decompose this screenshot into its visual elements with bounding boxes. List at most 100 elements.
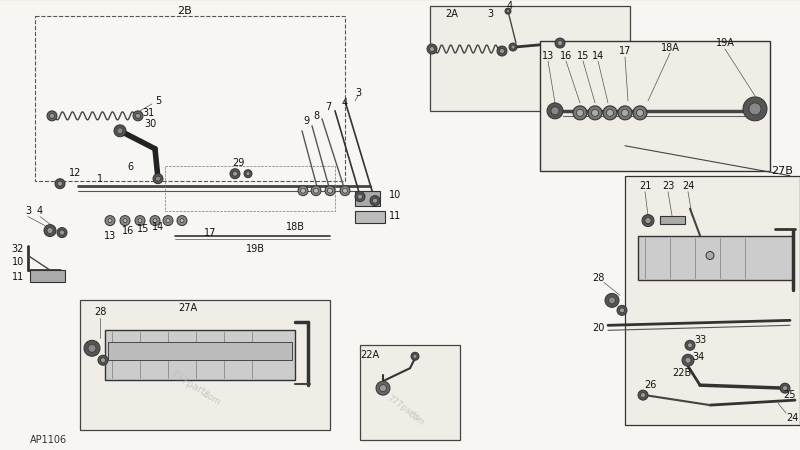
Circle shape [133, 111, 143, 121]
Text: 4: 4 [342, 98, 348, 108]
Text: 14: 14 [592, 51, 604, 61]
Circle shape [782, 386, 787, 391]
Text: 28: 28 [94, 307, 106, 317]
Text: 28: 28 [592, 274, 604, 284]
Text: 2A: 2A [446, 9, 458, 19]
Text: 777parts: 777parts [385, 394, 421, 423]
Circle shape [246, 172, 250, 176]
Circle shape [497, 46, 507, 56]
Circle shape [685, 357, 691, 363]
Circle shape [749, 103, 761, 115]
Circle shape [311, 186, 321, 196]
Circle shape [59, 230, 65, 235]
Circle shape [101, 358, 106, 363]
Circle shape [230, 169, 240, 179]
Text: 777parts: 777parts [169, 370, 211, 400]
Circle shape [327, 188, 333, 193]
Circle shape [301, 188, 306, 193]
Circle shape [108, 219, 112, 223]
Circle shape [373, 198, 378, 203]
Bar [108, 342, 292, 360]
Bar [540, 41, 770, 171]
Bar [625, 176, 800, 425]
Text: 15: 15 [137, 224, 149, 234]
Circle shape [180, 219, 184, 223]
Text: 34: 34 [692, 352, 704, 362]
Text: 17: 17 [204, 228, 216, 238]
Bar [355, 191, 380, 206]
Circle shape [603, 106, 617, 120]
Circle shape [114, 125, 126, 137]
Circle shape [340, 186, 350, 196]
Text: 10: 10 [12, 257, 24, 267]
Text: 9: 9 [303, 116, 309, 126]
Circle shape [411, 352, 419, 360]
Circle shape [88, 344, 96, 352]
Circle shape [645, 218, 651, 224]
Text: 11: 11 [389, 211, 401, 220]
Circle shape [606, 109, 614, 117]
Text: 25: 25 [784, 390, 796, 400]
Circle shape [153, 174, 163, 184]
Circle shape [642, 215, 654, 226]
Text: .com: .com [405, 409, 425, 427]
Text: 8: 8 [313, 111, 319, 121]
Circle shape [120, 216, 130, 225]
Text: 4: 4 [507, 1, 513, 11]
Circle shape [413, 354, 417, 358]
Circle shape [685, 340, 695, 350]
Circle shape [150, 216, 160, 225]
Text: 13: 13 [542, 51, 554, 61]
Circle shape [117, 128, 123, 134]
Circle shape [609, 297, 615, 304]
Bar [35, 16, 345, 181]
Text: 21: 21 [639, 181, 651, 191]
Text: 1: 1 [97, 174, 103, 184]
Text: 18B: 18B [286, 221, 305, 232]
Text: 32: 32 [12, 243, 24, 253]
Text: 19A: 19A [715, 38, 734, 48]
Circle shape [706, 252, 714, 260]
Circle shape [244, 170, 252, 178]
Circle shape [314, 188, 318, 193]
Circle shape [505, 8, 511, 14]
Circle shape [547, 103, 563, 119]
Circle shape [98, 355, 108, 365]
Text: 24: 24 [786, 413, 798, 423]
Circle shape [605, 293, 619, 307]
Text: 5: 5 [155, 96, 161, 106]
Circle shape [50, 113, 54, 118]
Text: 18A: 18A [661, 43, 679, 53]
Bar [355, 211, 385, 223]
Circle shape [47, 111, 57, 121]
Circle shape [355, 192, 365, 202]
Text: .com: .com [199, 389, 221, 407]
Text: 2B: 2B [178, 6, 192, 16]
Text: 33: 33 [694, 335, 706, 345]
Circle shape [622, 109, 629, 117]
Circle shape [342, 188, 347, 193]
Circle shape [638, 390, 648, 400]
Circle shape [499, 49, 505, 54]
Circle shape [135, 216, 145, 225]
Circle shape [682, 354, 694, 366]
Text: 7: 7 [325, 102, 331, 112]
Circle shape [558, 40, 562, 45]
Circle shape [57, 228, 67, 238]
Circle shape [633, 106, 647, 120]
Text: 20: 20 [592, 323, 604, 333]
Text: AP1106: AP1106 [30, 435, 67, 445]
Text: 17: 17 [619, 46, 631, 56]
Text: 12: 12 [69, 168, 81, 178]
Text: 31: 31 [142, 108, 154, 118]
Circle shape [233, 171, 238, 176]
Text: 19B: 19B [246, 243, 265, 253]
Circle shape [511, 45, 515, 49]
Text: 16: 16 [560, 51, 572, 61]
Bar [105, 330, 295, 380]
Text: 29: 29 [232, 158, 244, 168]
Circle shape [555, 38, 565, 48]
Circle shape [573, 106, 587, 120]
Circle shape [123, 219, 127, 223]
Circle shape [743, 97, 767, 121]
